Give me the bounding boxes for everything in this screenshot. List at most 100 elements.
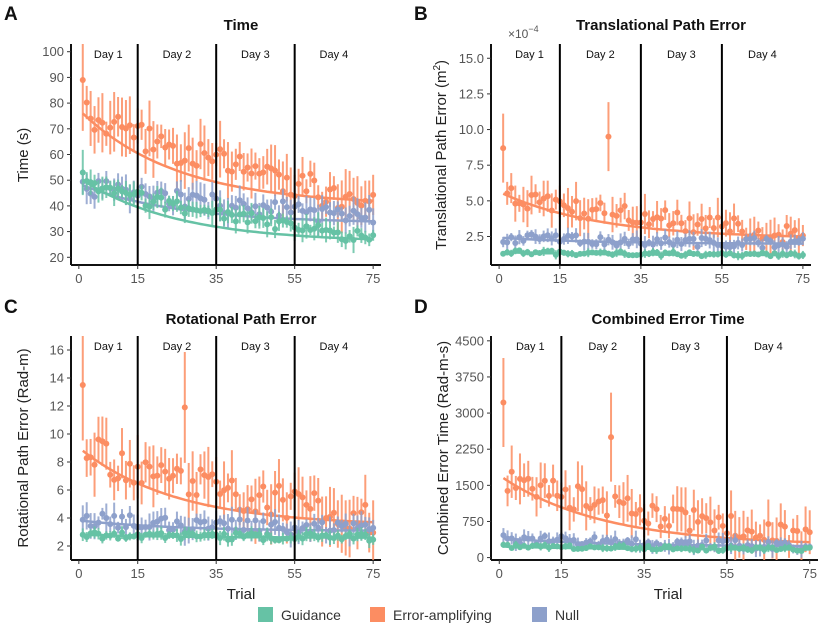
panel-b-data-point — [573, 232, 580, 239]
panel-a-data-point — [248, 170, 255, 177]
panel-b-data-point — [739, 228, 746, 235]
panel-a-data-point — [209, 158, 216, 165]
panel-d-data-point — [579, 486, 586, 493]
panel-a-data-point — [79, 169, 86, 176]
panel-a-day-label: Day 2 — [163, 49, 192, 61]
panel-a-ytick-label: 20 — [50, 250, 64, 265]
panel-a-data-point — [311, 225, 318, 232]
panel-d-data-point — [806, 529, 813, 536]
panel-c-data-point — [177, 467, 184, 474]
panel-c-data-point — [228, 516, 235, 523]
panel-d-data-point — [661, 515, 668, 522]
panel-d-data-point — [686, 538, 693, 545]
panel-c-data-point — [201, 518, 208, 525]
panel-a-data-point — [244, 219, 251, 226]
panel-d-data-point — [657, 523, 664, 530]
panel-d-data-point — [504, 487, 511, 494]
panel-d-trend-line — [503, 545, 810, 551]
panel-a-data-point — [338, 210, 345, 217]
panel-c-data-point — [173, 518, 180, 525]
panel-a-data-point — [158, 133, 165, 140]
panel-c-day-label: Day 2 — [163, 341, 192, 353]
panel-c-data-point — [181, 404, 188, 411]
panel-c-data-point — [83, 512, 90, 519]
panel-d-day-label: Day 1 — [516, 341, 545, 353]
panel-b-day-label: Day 3 — [667, 49, 696, 61]
panel-a-data-point — [252, 218, 259, 225]
panel-b-data-point — [569, 208, 576, 215]
panel-b-ytick-label: 15.0 — [459, 51, 484, 66]
panel-a-data-point — [79, 76, 86, 83]
panel-c-data-point — [236, 516, 243, 523]
panel-b-data-point — [662, 234, 669, 241]
panel-a-data-point — [370, 232, 377, 239]
panel-c-data-point — [162, 468, 169, 475]
panel-b-xtick-label: 15 — [553, 271, 567, 286]
panel-a-data-point — [91, 126, 98, 133]
panel-b-data-point — [706, 214, 713, 221]
panel-c-xtick-label: 35 — [209, 566, 223, 581]
panel-c-data-point — [91, 523, 98, 530]
panel-c-data-point — [260, 518, 267, 525]
panel-b-data-point — [617, 207, 624, 214]
panel-c-data-point — [119, 450, 126, 457]
panel-d-day-label: Day 4 — [754, 341, 783, 353]
panel-a-data-point — [142, 148, 149, 155]
panel-a-data-point — [99, 119, 106, 126]
panel-d-data-point — [591, 534, 598, 541]
panel-d-data-point — [765, 539, 772, 546]
panel-d-data-point — [670, 505, 677, 512]
panel-b-xtick-label: 55 — [715, 271, 729, 286]
panel-b-data-point — [702, 225, 709, 232]
panel-b-data-point — [597, 234, 604, 241]
panel-a-data-point — [260, 214, 267, 221]
panel-d-data-point — [500, 399, 507, 406]
panel-a-ytick-label: 50 — [50, 173, 64, 188]
panel-c-trend-line — [82, 449, 374, 524]
panel-a-ytick-label: 60 — [50, 147, 64, 162]
panel-c-data-point — [107, 471, 114, 478]
panel-a-data-point — [91, 180, 98, 187]
panel-c-day-label: Day 3 — [241, 341, 270, 353]
panel-b-ylabel-sup: 2 — [432, 65, 443, 71]
panel-d-data-point — [665, 543, 672, 550]
panel-a-data-point — [209, 191, 216, 198]
panel-a-ylabel: Time (s) — [15, 128, 32, 182]
panel-b-data-point — [504, 239, 511, 246]
panel-d-data-point — [694, 518, 701, 525]
panel-b-plot-area: 2.5 5.0 7.5 10.0 12.5 15.0 0 15 35 55 75 Day 1 Day 2… — [459, 44, 811, 286]
panel-c-data-point — [119, 529, 126, 536]
panel-a-data-point — [228, 211, 235, 218]
panel-d: D Combined Error Time Combined Error Tim… — [414, 297, 818, 603]
panel-a-data-point — [83, 99, 90, 106]
panel-b-scale-note: ×10−4 — [508, 24, 539, 41]
panel-c-ytick-label: 8 — [57, 455, 64, 470]
panel-c-plot-area: 2 4 6 8 10 12 14 16 0 15 35 55 75 Day 1 Day 2 Day 3 Day … — [50, 336, 381, 581]
panel-c-trend-line — [82, 533, 374, 539]
panel-d-data-point — [645, 520, 652, 527]
legend-swatch-null — [532, 607, 547, 622]
panel-a-data-point — [295, 201, 302, 208]
panel-a-data-point — [295, 180, 302, 187]
panel-d-ytick-label: 4500 — [455, 333, 484, 348]
panel-b-data-point — [751, 235, 758, 242]
panel-a-data-point — [158, 194, 165, 201]
panel-c-data-point — [221, 530, 228, 537]
panel-a-data-point — [201, 150, 208, 157]
panel-d-data-point — [562, 486, 569, 493]
panel-d-data-point — [678, 506, 685, 513]
panel-d-data-point — [541, 533, 548, 540]
panel-c-data-point — [217, 491, 224, 498]
panel-a-data-point — [240, 168, 247, 175]
panel-d-data-point — [703, 515, 710, 522]
panel-c-data-point — [272, 518, 279, 525]
panel-b-data-point — [654, 236, 661, 243]
panel-b-day-label: Day 2 — [586, 49, 615, 61]
panel-a-data-point — [185, 195, 192, 202]
panel-c-data-point — [126, 460, 133, 467]
panel-b-xtick-label: 75 — [796, 271, 810, 286]
panel-d-ytick-label: 2250 — [455, 442, 484, 457]
panel-a-data-point — [177, 191, 184, 198]
panel-b-data-point — [710, 225, 717, 232]
